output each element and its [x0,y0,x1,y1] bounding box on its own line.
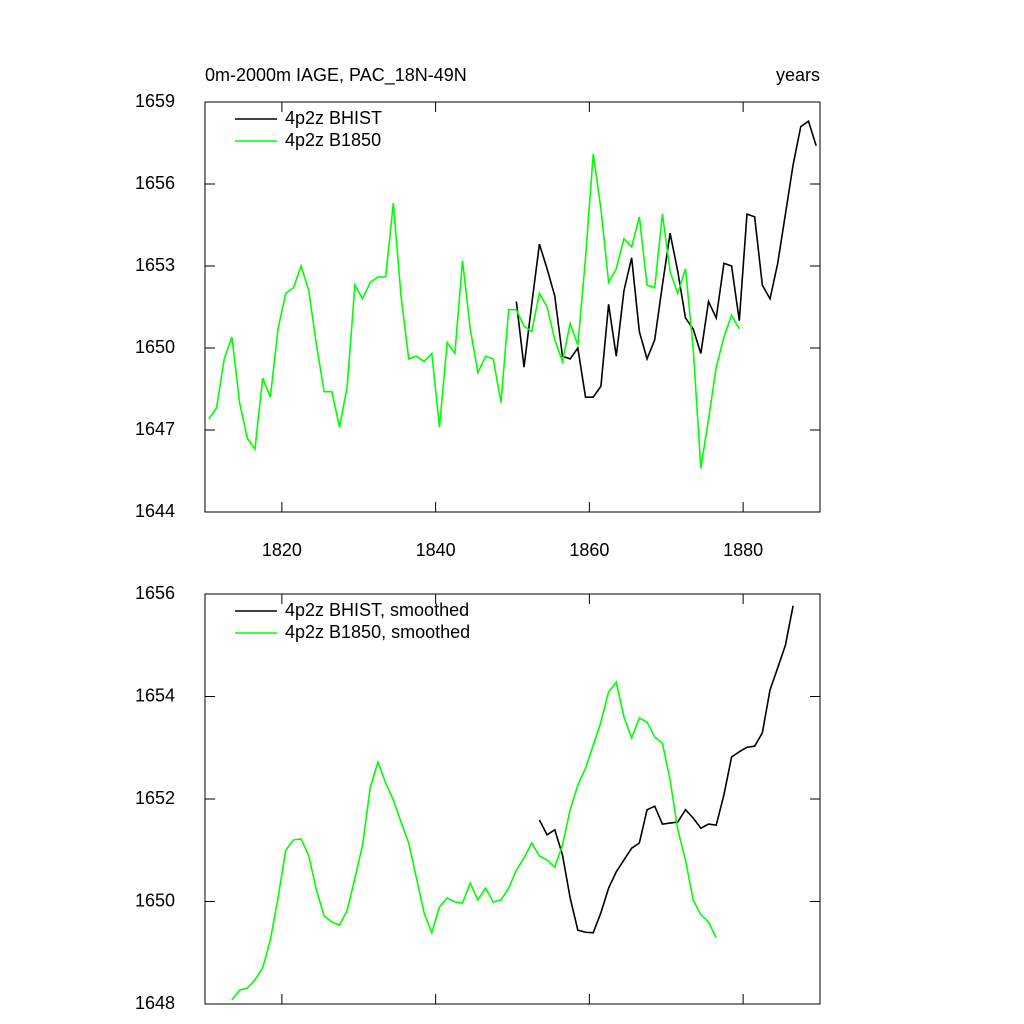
y-tick-label: 1653 [135,255,175,275]
x-tick-label: 1840 [416,540,456,560]
series-line [208,153,740,469]
chart-right-title: years [776,65,820,85]
legend-label: 4p2z BHIST [285,108,382,128]
y-tick-label: 1644 [135,501,175,521]
x-tick-label: 1860 [569,540,609,560]
plot-frame [204,593,821,1005]
chart-title: 0m-2000m IAGE, PAC_18N-49N [205,65,467,86]
legend-label: 4p2z B1850 [285,130,381,150]
y-tick-label: 1650 [135,890,175,910]
y-tick-label: 1659 [135,91,175,111]
legend-label: 4p2z BHIST, smoothed [285,600,469,620]
y-tick-label: 1650 [135,337,175,357]
y-tick-label: 1652 [135,788,175,808]
series-line [231,680,717,1001]
x-tick-label: 1880 [723,540,763,560]
series-line [538,605,794,934]
series-line [515,119,817,398]
y-tick-label: 1656 [135,173,175,193]
legend-label: 4p2z B1850, smoothed [285,622,470,642]
y-tick-label: 1647 [135,419,175,439]
y-tick-label: 1654 [135,685,175,705]
y-tick-label: 1648 [135,993,175,1013]
y-tick-label: 1656 [135,583,175,603]
x-tick-label: 1820 [262,540,302,560]
plot-frame [204,101,821,513]
